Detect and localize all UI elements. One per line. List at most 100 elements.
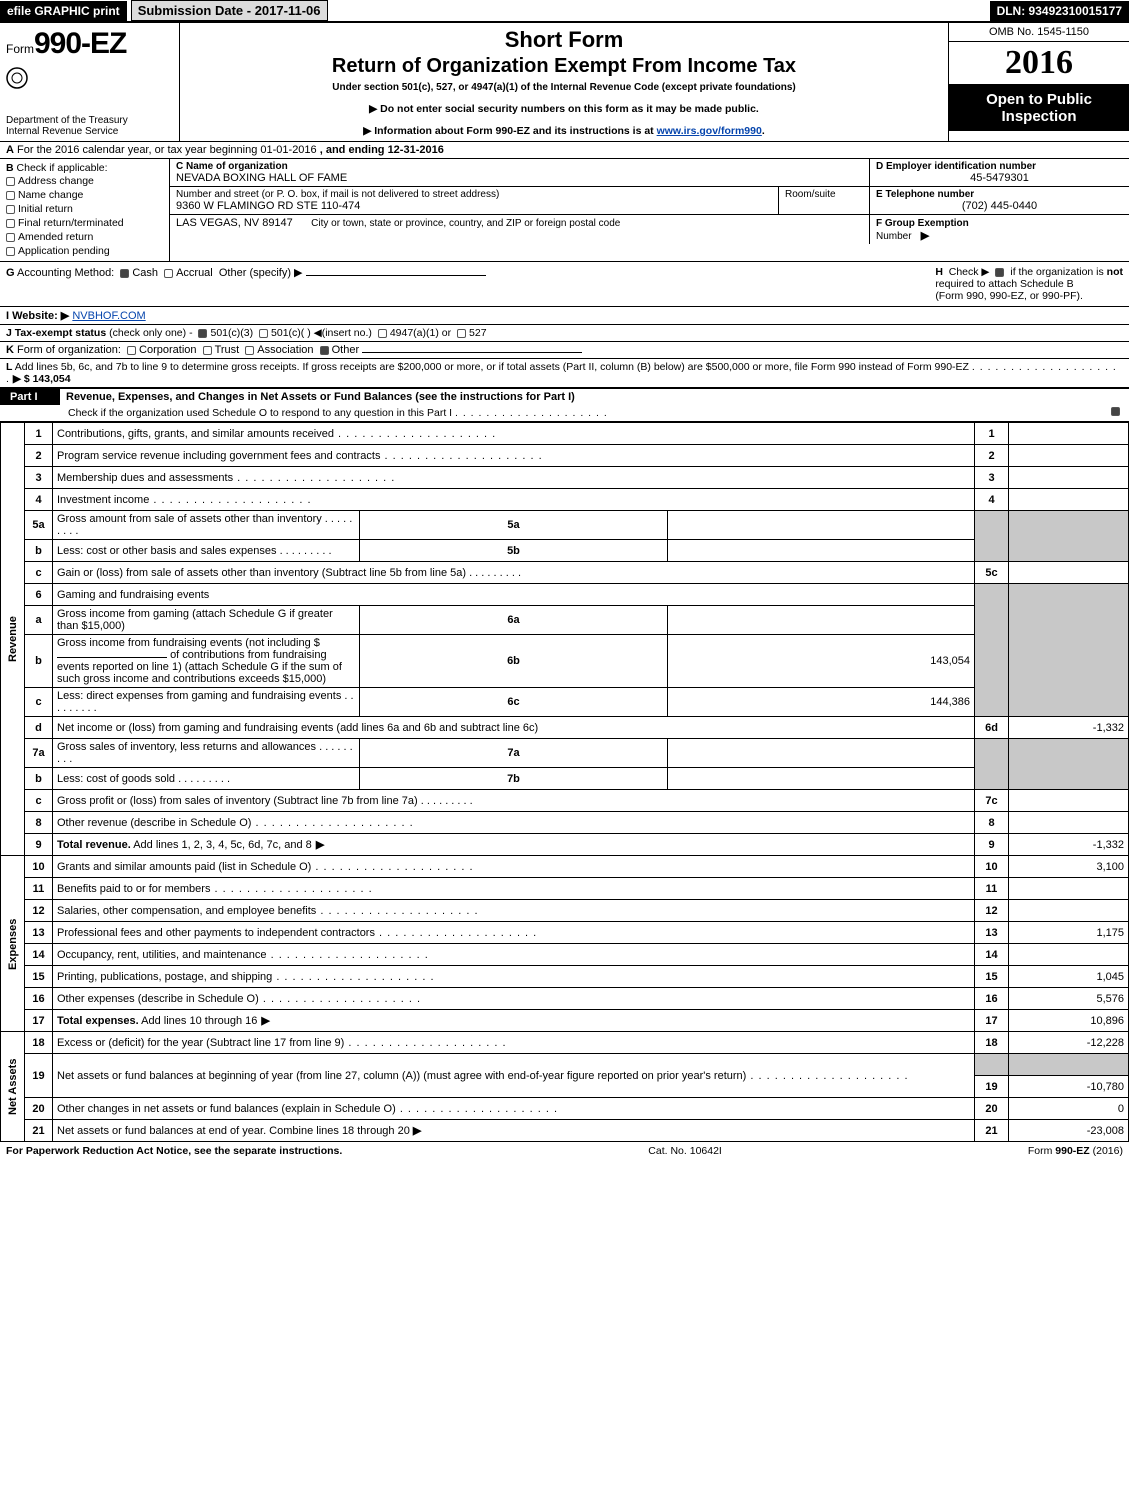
C-name-value: NEVADA BOXING HALL OF FAME [176,172,863,184]
chk-cash-icon[interactable] [120,269,129,278]
city-label: City or town, state or province, country… [311,218,620,229]
line-A-text: For the 2016 calendar year, or tax year … [17,144,317,156]
chk-H-icon[interactable] [995,268,1004,277]
desc: Gross sales of inventory, less returns a… [53,739,360,768]
dots-icon [277,545,332,557]
boxno: 18 [975,1032,1009,1054]
row-5a: 5a Gross amount from sale of assets othe… [1,511,1129,540]
dots-icon [175,773,230,785]
website-link[interactable]: NVBHOF.COM [72,310,145,322]
part1-label: Part I [0,389,60,405]
row-17: 17 Total expenses. Add lines 10 through … [1,1010,1129,1032]
cell-F-group-exemption: F Group Exemption Number ▶ [870,215,1129,244]
chk-4947-icon[interactable] [378,329,387,338]
E-label: E Telephone number [876,189,1123,200]
K-other-blank[interactable] [362,352,582,353]
chk-527-icon[interactable] [457,329,466,338]
chk-application-pending[interactable]: Application pending [6,244,163,258]
boxno: 6d [975,717,1009,739]
sub-value [667,768,974,790]
G-other-blank[interactable] [306,275,486,276]
sub-box: 6c [360,688,667,717]
desc: Net assets or fund balances at end of ye… [53,1120,975,1142]
row-20: 20 Other changes in net assets or fund b… [1,1098,1129,1120]
desc: Investment income [53,489,975,511]
blank-field[interactable] [57,657,167,658]
value [1009,812,1129,834]
J-insert-no: ◀(insert no.) [314,327,372,339]
B-header: B Check if applicable: [6,162,163,174]
checkbox-icon [6,191,15,200]
desc: Net income or (loss) from gaming and fun… [53,717,975,739]
chk-address-change[interactable]: Address change [6,174,163,188]
checkbox-icon [6,247,15,256]
dots-icon [316,905,478,917]
line-A-prefix: A [6,144,14,156]
row-8: 8 Other revenue (describe in Schedule O)… [1,812,1129,834]
dots-arrow-icon [312,839,326,851]
dots-icon [311,861,473,873]
chk-501c3-icon[interactable] [198,329,207,338]
chk-trust-icon[interactable] [203,346,212,355]
chk-name-change[interactable]: Name change [6,188,163,202]
desc-text: Gain or (loss) from sale of assets other… [57,567,466,579]
lineno: 21 [25,1120,53,1142]
value: 1,175 [1009,922,1129,944]
chk-assoc-icon[interactable] [245,346,254,355]
dots-icon [375,927,537,939]
value [1009,467,1129,489]
desc-text: Less: direct expenses from gaming and fu… [57,690,341,702]
treasury-line1: Department of the Treasury [6,115,173,126]
chk-accrual-icon[interactable] [164,269,173,278]
desc: Gross amount from sale of assets other t… [53,511,360,540]
block-B-through-F: B Check if applicable: Address change Na… [0,159,1129,262]
value [1009,489,1129,511]
irs-link[interactable]: www.irs.gov/form990 [657,125,762,137]
chk-corp-icon[interactable] [127,346,136,355]
lineno: 17 [25,1010,53,1032]
desc: Less: direct expenses from gaming and fu… [53,688,360,717]
row-6d: d Net income or (loss) from gaming and f… [1,717,1129,739]
J-note: (check only one) - [109,327,192,339]
header-bar: efile GRAPHIC print Submission Date - 20… [0,0,1129,23]
cell-city: LAS VEGAS, NV 89147 City or town, state … [170,215,869,231]
chk-amended-return[interactable]: Amended return [6,230,163,244]
chk-initial-return[interactable]: Initial return [6,202,163,216]
block-L-gross-receipts: L Add lines 5b, 6c, and 7b to line 9 to … [0,359,1129,388]
value [1009,878,1129,900]
efile-badge: efile GRAPHIC print [0,1,127,21]
chk-label: Final return/terminated [18,217,124,229]
lineno: d [25,717,53,739]
row-6c: c Less: direct expenses from gaming and … [1,688,1129,717]
C-name-label: C Name of organization [176,161,863,172]
chk-501c-icon[interactable] [259,329,268,338]
boxno: 9 [975,834,1009,856]
chk-final-return[interactable]: Final return/terminated [6,216,163,230]
grey-cell [975,511,1009,562]
value [1009,944,1129,966]
dots-icon [272,971,434,983]
row-6a: a Gross income from gaming (attach Sched… [1,606,1129,635]
dln-badge: DLN: 93492310015177 [990,1,1129,21]
desc-text-bold: Total expenses. [57,1015,139,1027]
G-cash: Cash [132,267,158,279]
line-A-ending: , and ending 12-31-2016 [320,144,444,156]
lineno: b [25,768,53,790]
col-B-checkboxes: B Check if applicable: Address change Na… [0,159,170,261]
row-7a: 7a Gross sales of inventory, less return… [1,739,1129,768]
D-value: 45-5479301 [876,172,1123,184]
open-to-public-badge: Open to Public Inspection [949,85,1129,131]
desc-text: Excess or (deficit) for the year (Subtra… [57,1037,344,1049]
irs-seal-icon [6,67,28,89]
desc: Occupancy, rent, utilities, and maintena… [53,944,975,966]
street-value: 9360 W FLAMINGO RD STE 110-474 [176,200,772,212]
chk-other-icon[interactable] [320,346,329,355]
H-text1: Check ▶ [949,266,990,278]
title-right-col: OMB No. 1545-1150 2016 Open to Public In… [949,23,1129,141]
desc-text: Net assets or fund balances at beginning… [57,1070,746,1082]
boxno: 20 [975,1098,1009,1120]
chk-schedO-icon[interactable] [1111,407,1120,416]
chk-label: Name change [18,189,83,201]
row-12: 12 Salaries, other compensation, and emp… [1,900,1129,922]
H-not: not [1107,266,1123,278]
